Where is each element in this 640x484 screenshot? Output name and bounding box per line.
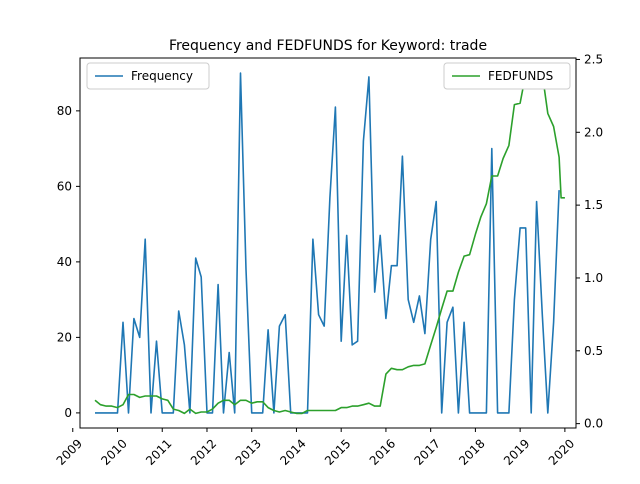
y-left-tick-label: 20 (57, 330, 72, 344)
y-right-tick-label: 0.0 (584, 417, 603, 431)
legend-box (443, 62, 571, 90)
y-axis-right: 0.0 0.5 1.0 1.5 2.0 2.5 (576, 52, 603, 431)
y-right-tick-label: 0.5 (584, 344, 603, 358)
x-tick-label: 2019 (501, 436, 532, 467)
y-right-tick-label: 2.0 (584, 125, 603, 139)
y-right-tick-label: 2.5 (584, 52, 603, 66)
legend-label: FEDFUNDS (488, 69, 553, 83)
y-left-tick-label: 0 (64, 406, 72, 420)
x-tick-label: 2010 (98, 436, 129, 467)
plot-area (94, 71, 565, 415)
legend-fedfunds: FEDFUNDS (443, 62, 571, 90)
x-tick-label: 2018 (456, 436, 487, 467)
y-left-tick-label: 60 (57, 179, 72, 193)
x-tick-label: 2016 (367, 436, 398, 467)
x-tick-label: 2009 (54, 436, 85, 467)
legend-box (86, 62, 210, 90)
y-right-tick-label: 1.5 (584, 198, 603, 212)
chart-title: Frequency and FEDFUNDS for Keyword: trad… (169, 38, 487, 54)
x-tick-label: 2014 (277, 436, 308, 467)
x-tick-label: 2012 (188, 436, 219, 467)
y-axis-left: 0 20 40 60 80 (57, 104, 80, 420)
y-left-tick-label: 80 (57, 104, 72, 118)
x-tick-label: 2017 (412, 436, 443, 467)
y-right-tick-label: 1.0 (584, 271, 603, 285)
x-tick-label: 2020 (546, 436, 577, 467)
series-line-frequency (95, 72, 560, 414)
y-left-tick-label: 40 (57, 255, 72, 269)
series-line-fedfunds (94, 71, 565, 415)
x-axis: 2009 2010 2011 2012 2013 2014 2015 2016 2017 2018… (54, 428, 577, 468)
x-tick-label: 2015 (322, 436, 353, 467)
plot-frame (79, 57, 577, 429)
x-tick-label: 2011 (143, 436, 174, 467)
legend-label: Frequency (131, 69, 193, 83)
legend-frequency: Frequency (86, 62, 210, 90)
x-tick-label: 2013 (233, 436, 264, 467)
